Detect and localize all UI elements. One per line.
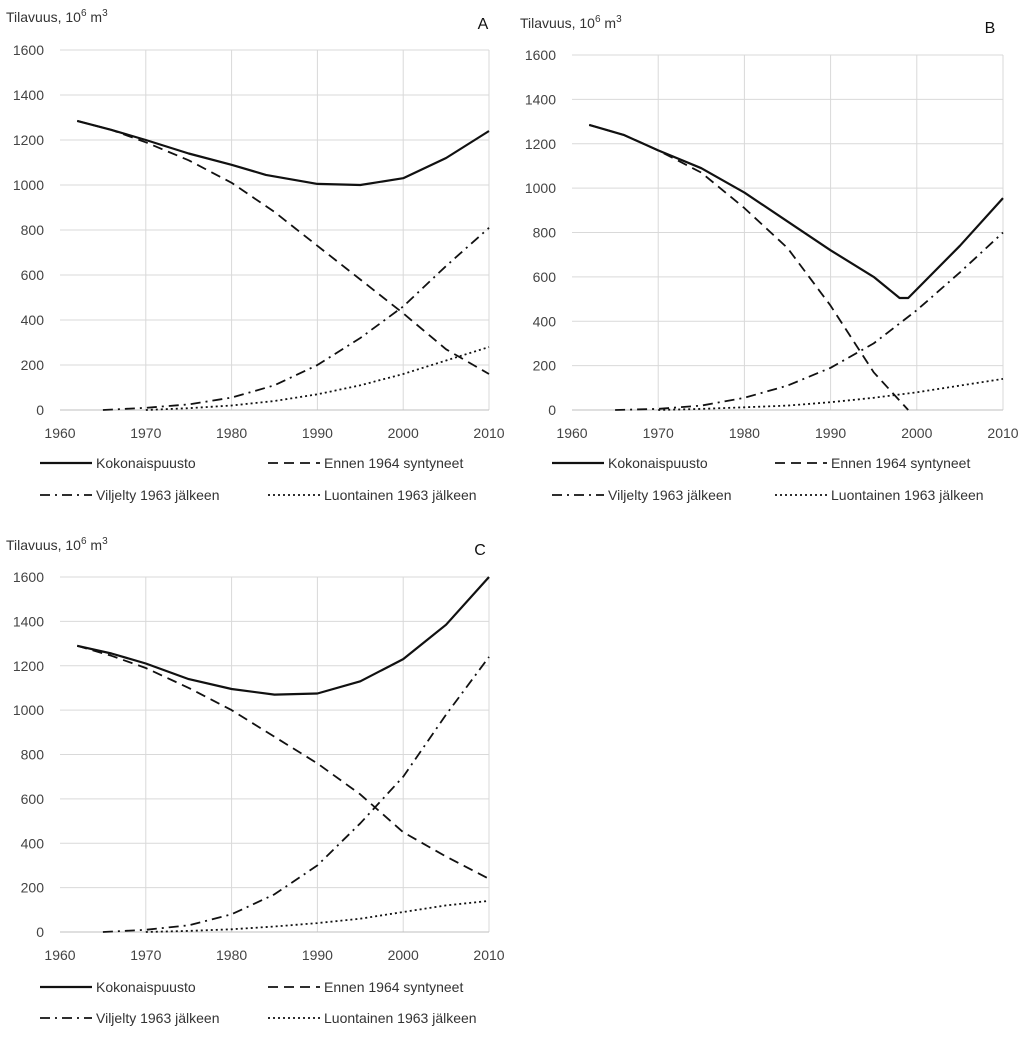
legend-label: Luontainen 1963 jälkeen (324, 1010, 477, 1026)
series-line-dotted (145, 346, 490, 411)
legend-label: Kokonaispuusto (96, 979, 196, 995)
y-tick-label: 1200 (13, 658, 44, 674)
series-line-dashdot (615, 231, 1004, 411)
x-tick-label: 1980 (216, 425, 247, 441)
series-line-dashed (76, 644, 490, 880)
chart-panel-b: 0 200 400 600 800 1000 1200 1400 1600 1960 1970 198… (520, 14, 1019, 503)
y-tick-label: 200 (21, 357, 45, 373)
legend-label: Luontainen 1963 jälkeen (831, 487, 984, 503)
x-tick-label: 1990 (815, 425, 846, 441)
x-tick-label: 1990 (302, 947, 333, 963)
y-tick-label: 1000 (525, 180, 556, 196)
y-tick-label: 1200 (525, 136, 556, 152)
series-line-solid (76, 576, 490, 696)
y-tick-label: 0 (36, 924, 44, 940)
x-tick-label: 1990 (302, 425, 333, 441)
y-tick-label: 0 (548, 402, 556, 418)
legend-label: Viljelty 1963 jälkeen (608, 487, 732, 503)
x-tick-label: 1980 (216, 947, 247, 963)
legend-item: Ennen 1964 syntyneet (775, 455, 970, 471)
x-tick-label: 2000 (901, 425, 932, 441)
y-axis-label: Tilavuus, 106 m3 (6, 536, 108, 553)
legend-label: Ennen 1964 syntyneet (324, 455, 463, 471)
x-tick-label: 2000 (388, 425, 419, 441)
legend-item: Luontainen 1963 jälkeen (775, 487, 984, 503)
x-tick-label: 2010 (473, 947, 504, 963)
y-tick-label: 600 (21, 267, 45, 283)
y-tick-label: 0 (36, 402, 44, 418)
legend-item: Ennen 1964 syntyneet (268, 979, 463, 995)
y-tick-label: 800 (533, 225, 557, 241)
legend-label: Ennen 1964 syntyneet (324, 979, 463, 995)
legend-item: Ennen 1964 syntyneet (268, 455, 463, 471)
x-tick-label: 1960 (44, 425, 75, 441)
y-tick-label: 200 (533, 358, 557, 374)
y-tick-label: 200 (21, 880, 45, 896)
chart-panel-c: 0 200 400 600 800 1000 1200 1400 1600 1960 1970 198… (6, 536, 505, 1026)
series-line-solid (76, 119, 490, 187)
x-tick-label: 1970 (130, 425, 161, 441)
legend-label: Kokonaispuusto (96, 455, 196, 471)
x-tick-label: 1960 (556, 425, 587, 441)
chart-panel-a: 0 200 400 600 800 1000 1200 1400 1600 1960 1970 198… (6, 8, 505, 503)
y-tick-label: 600 (533, 269, 557, 285)
y-tick-label: 1600 (13, 42, 44, 58)
x-tick-label: 2010 (987, 425, 1018, 441)
series-line-dashdot (102, 656, 490, 933)
y-tick-label: 1400 (525, 91, 556, 107)
legend-item: Viljelty 1963 jälkeen (40, 487, 220, 503)
y-axis-label: Tilavuus, 106 m3 (6, 8, 108, 25)
x-tick-label: 1970 (643, 425, 674, 441)
x-tick-label: 1960 (44, 947, 75, 963)
legend-item: Kokonaispuusto (40, 979, 196, 995)
series-line-dotted (145, 900, 490, 933)
y-tick-label: 400 (21, 312, 45, 328)
series-line-dashed (76, 120, 490, 375)
legend-item: Viljelty 1963 jälkeen (40, 1010, 220, 1026)
series-line-dashed (588, 124, 909, 411)
y-tick-label: 800 (21, 222, 45, 238)
y-tick-label: 800 (21, 747, 45, 763)
legend-item: Kokonaispuusto (552, 455, 708, 471)
x-tick-label: 1970 (130, 947, 161, 963)
legend-label: Viljelty 1963 jälkeen (96, 1010, 220, 1026)
y-tick-label: 1600 (13, 569, 44, 585)
series-line-solid (588, 123, 1004, 300)
panel-label: A (478, 16, 489, 33)
y-tick-label: 1400 (13, 87, 44, 103)
series-line-dashdot (102, 227, 490, 411)
legend-label: Viljelty 1963 jälkeen (96, 487, 220, 503)
legend-item: Kokonaispuusto (40, 455, 196, 471)
y-tick-label: 400 (21, 835, 45, 851)
y-axis-label: Tilavuus, 106 m3 (520, 14, 622, 31)
y-tick-label: 1200 (13, 132, 44, 148)
legend-label: Kokonaispuusto (608, 455, 708, 471)
x-tick-label: 2000 (388, 947, 419, 963)
y-tick-label: 1600 (525, 47, 556, 63)
legend-item: Luontainen 1963 jälkeen (268, 487, 477, 503)
x-tick-label: 1980 (729, 425, 760, 441)
legend-item: Viljelty 1963 jälkeen (552, 487, 732, 503)
legend-label: Luontainen 1963 jälkeen (324, 487, 477, 503)
x-tick-label: 2010 (473, 425, 504, 441)
y-tick-label: 400 (533, 313, 557, 329)
legend-label: Ennen 1964 syntyneet (831, 455, 970, 471)
panel-label: B (985, 20, 996, 37)
y-tick-label: 1400 (13, 613, 44, 629)
legend-item: Luontainen 1963 jälkeen (268, 1010, 477, 1026)
y-tick-label: 1000 (13, 177, 44, 193)
y-tick-label: 600 (21, 791, 45, 807)
y-tick-label: 1000 (13, 702, 44, 718)
panel-label: C (474, 542, 486, 559)
